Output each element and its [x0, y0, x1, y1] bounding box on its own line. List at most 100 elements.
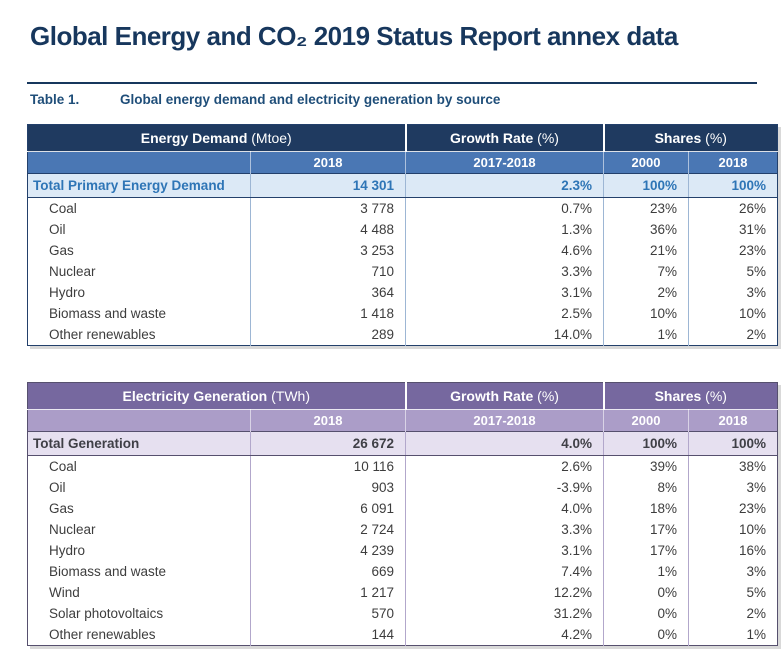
row-value: 3.1% — [405, 282, 604, 303]
sub-header-blank — [27, 409, 251, 432]
group-header-bold: Energy Demand — [140, 130, 248, 146]
row-value: 0% — [603, 624, 689, 646]
row-value: 10% — [688, 303, 778, 324]
row-value: 903 — [249, 477, 406, 498]
row-value: 6 091 — [249, 498, 406, 519]
row-value: 31.2% — [405, 603, 604, 624]
table-row: Coal 10 116 2.6% 39% 38% — [28, 455, 778, 477]
group-header-row: Electricity Generation (TWh) Growth Rate… — [27, 382, 778, 410]
row-label: Biomass and waste — [49, 564, 167, 579]
row-label: Wind — [49, 585, 80, 600]
row-value: 0% — [603, 582, 689, 603]
row-value: 17% — [603, 519, 689, 540]
table-row: Oil 4 488 1.3% 36% 31% — [28, 219, 778, 240]
sub-header-2000: 2000 — [603, 151, 689, 174]
sub-header-2017-2018: 2017-2018 — [405, 409, 604, 432]
row-value: 669 — [249, 561, 406, 582]
row-value: 0% — [603, 603, 689, 624]
row-value: 100% — [603, 173, 689, 198]
row-value: 21% — [603, 240, 689, 261]
row-value: 3.3% — [405, 519, 604, 540]
row-value: 23% — [603, 197, 689, 219]
electricity-generation-table-body: Total Generation 26 672 4.0% 100% 100% Coal 10… — [27, 431, 778, 646]
sub-header-2018: 2018 — [249, 409, 406, 432]
sub-header-blank — [27, 151, 251, 174]
group-header-unit: (Mtoe) — [247, 130, 292, 146]
row-value: 7% — [603, 261, 689, 282]
table-row: Nuclear 2 724 3.3% 17% 10% — [28, 519, 778, 540]
row-value: 4.6% — [405, 240, 604, 261]
total-row: Total Primary Energy Demand 14 301 2.3% 100… — [27, 173, 778, 198]
table-row: Other renewables 289 14.0% 1% 2% — [28, 324, 778, 346]
table-row: Biomass and waste 1 418 2.5% 10% 10% — [28, 303, 778, 324]
group-header-growth-rate: Growth Rate (%) — [404, 382, 604, 410]
group-header-electricity-generation: Electricity Generation (TWh) — [27, 382, 406, 410]
total-row: Total Generation 26 672 4.0% 100% 100% — [27, 431, 778, 456]
row-value: 26% — [688, 197, 778, 219]
row-label: Nuclear — [49, 522, 96, 537]
group-header-unit: (%) — [533, 388, 559, 404]
row-label: Gas — [49, 501, 74, 516]
row-value: 3 253 — [250, 240, 406, 261]
row-value: 2.5% — [405, 303, 604, 324]
row-value: 36% — [603, 219, 689, 240]
table-caption-number: Table 1. — [30, 92, 80, 107]
row-value: 3.3% — [405, 261, 604, 282]
row-value: 39% — [603, 455, 689, 477]
row-value: 3% — [688, 477, 778, 498]
title-divider — [27, 82, 757, 84]
row-value: 364 — [250, 282, 406, 303]
row-value: 570 — [249, 603, 406, 624]
row-value: 4.0% — [405, 498, 604, 519]
group-header-unit: (%) — [701, 388, 727, 404]
group-header-bold: Electricity Generation — [122, 388, 268, 404]
row-value: 100% — [688, 431, 778, 456]
table-row: Nuclear 710 3.3% 7% 5% — [28, 261, 778, 282]
row-value: 2% — [688, 603, 778, 624]
row-label: Total Primary Energy Demand — [27, 173, 251, 198]
row-value: 2% — [688, 324, 778, 346]
row-value: 4.0% — [405, 431, 604, 456]
table-row: Other renewables 144 4.2% 0% 1% — [28, 624, 778, 646]
row-value: 26 672 — [249, 431, 406, 456]
row-label: Oil — [49, 480, 66, 495]
page-title: Global Energy and CO₂ 2019 Status Report… — [30, 21, 678, 51]
group-header-shares: Shares (%) — [602, 382, 778, 410]
row-label: Nuclear — [49, 264, 96, 279]
sub-header-2018b: 2018 — [688, 151, 778, 174]
row-label: Other renewables — [49, 327, 156, 342]
row-value: 18% — [603, 498, 689, 519]
sub-header-2018b: 2018 — [688, 409, 778, 432]
group-header-bold: Shares — [654, 130, 702, 146]
row-value: 8% — [603, 477, 689, 498]
row-value: 1% — [688, 624, 778, 646]
row-label: Coal — [49, 459, 77, 474]
row-value: 1 418 — [250, 303, 406, 324]
row-label: Total Generation — [27, 431, 251, 456]
row-value: 5% — [688, 582, 778, 603]
row-label: Hydro — [49, 285, 86, 300]
row-value: 3% — [688, 282, 778, 303]
row-value: 2 724 — [249, 519, 406, 540]
row-value: 7.4% — [405, 561, 604, 582]
row-value: 3 778 — [250, 197, 406, 219]
row-label: Solar photovoltaics — [49, 606, 164, 621]
table-caption-title: Global energy demand and electricity gen… — [120, 92, 501, 107]
row-label: Biomass and waste — [49, 306, 167, 321]
row-value: 1% — [603, 324, 689, 346]
row-value: 4 239 — [249, 540, 406, 561]
energy-demand-table: Energy Demand (Mtoe) Growth Rate (%) Sha… — [27, 124, 778, 346]
energy-demand-table-body: Total Primary Energy Demand 14 301 2.3% 100… — [27, 173, 778, 346]
electricity-generation-table: Electricity Generation (TWh) Growth Rate… — [27, 382, 779, 646]
group-header-unit: (%) — [701, 130, 727, 146]
table-caption: Table 1. Global energy demand and electr… — [30, 92, 777, 107]
table-row: Oil 903 -3.9% 8% 3% — [28, 477, 778, 498]
row-value: 1.3% — [405, 219, 604, 240]
row-label: Coal — [49, 201, 77, 216]
row-value: 1 217 — [249, 582, 406, 603]
row-value: 38% — [688, 455, 778, 477]
table-row: Coal 3 778 0.7% 23% 26% — [28, 197, 778, 219]
table-row: Hydro 4 239 3.1% 17% 16% — [28, 540, 778, 561]
table-row: Gas 6 091 4.0% 18% 23% — [28, 498, 778, 519]
